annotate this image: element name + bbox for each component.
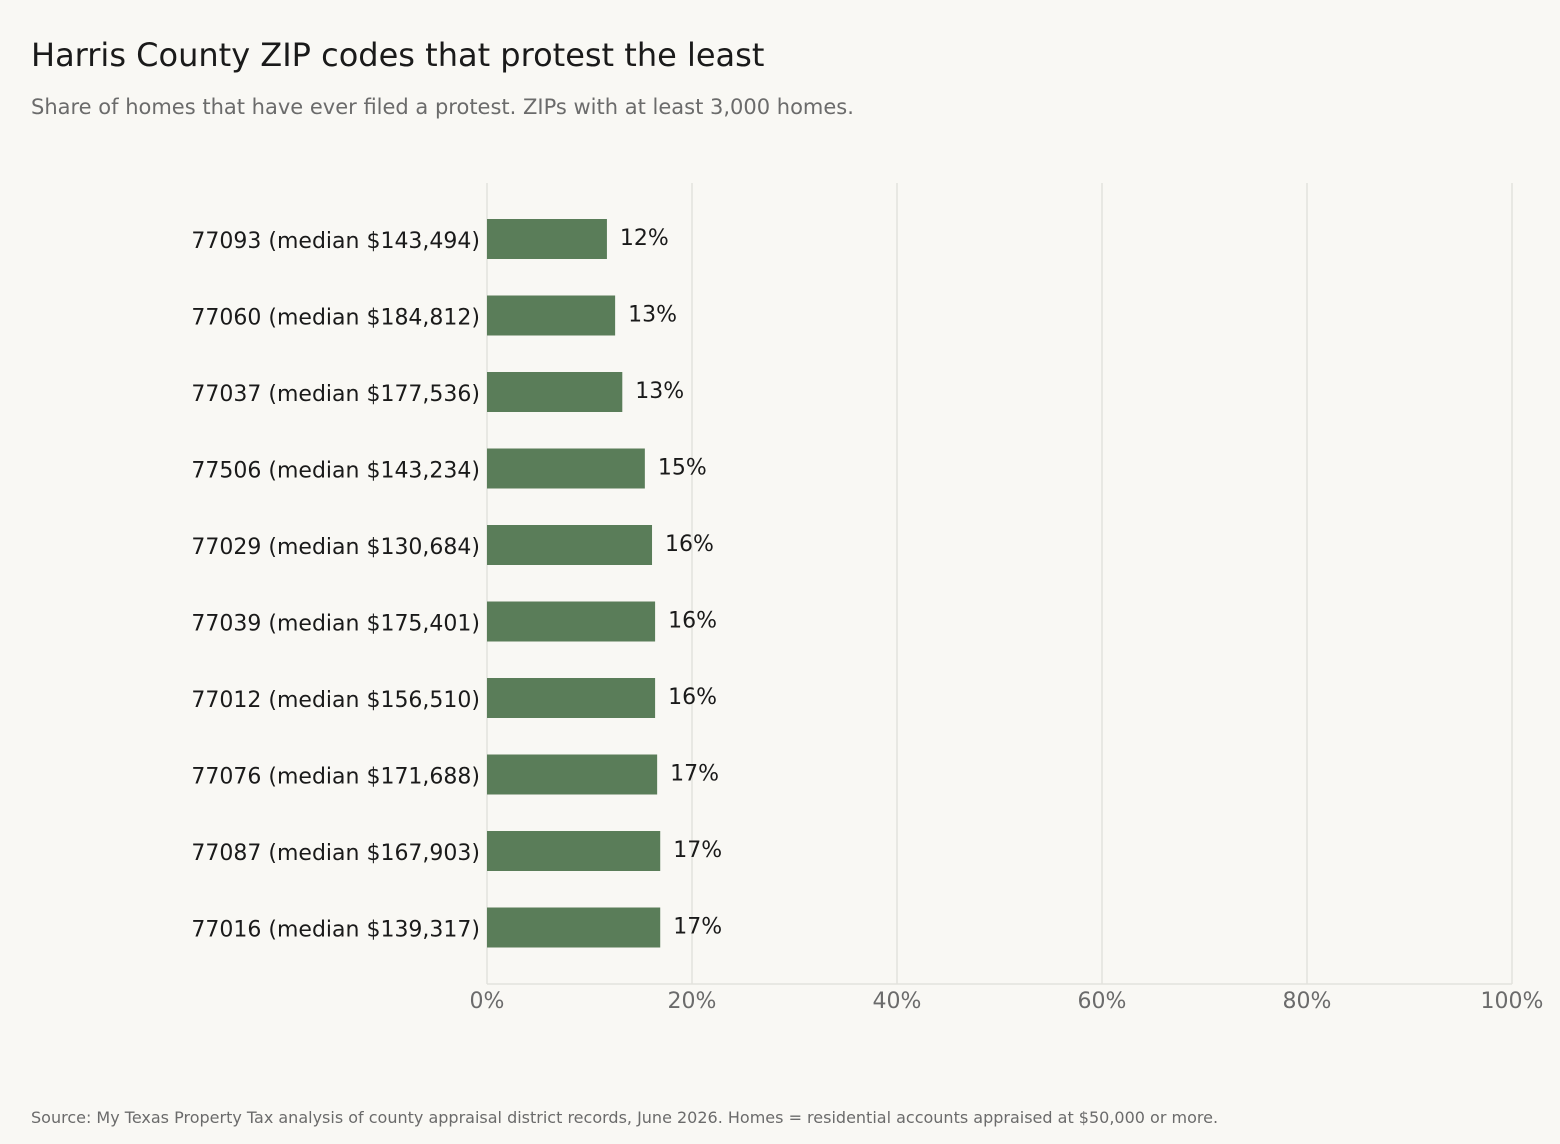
value-label: 12%	[620, 226, 669, 251]
category-label: 77087 (median $167,903)	[191, 841, 480, 866]
x-tick-label: 0%	[470, 989, 505, 1014]
value-label: 17%	[673, 838, 722, 863]
category-label: 77060 (median $184,812)	[191, 306, 480, 331]
chart-subtitle: Share of homes that have ever filed a pr…	[31, 95, 854, 119]
x-tick-label: 80%	[1283, 989, 1332, 1014]
bar	[487, 219, 607, 259]
bar	[487, 754, 658, 795]
x-tick-label: 60%	[1078, 989, 1127, 1014]
category-label: 77012 (median $156,510)	[191, 688, 480, 713]
value-label: 13%	[628, 303, 677, 328]
labels: 77093 (median $143,494) 12% 77060 (median …	[191, 226, 722, 943]
bar	[487, 831, 661, 871]
category-label: 77029 (median $130,684)	[191, 535, 480, 560]
category-label: 77039 (median $175,401)	[191, 612, 480, 637]
category-label: 77093 (median $143,494)	[191, 229, 480, 254]
bars	[487, 219, 661, 948]
category-label: 77016 (median $139,317)	[191, 918, 480, 943]
value-label: 16%	[668, 685, 717, 710]
category-label: 77506 (median $143,234)	[191, 459, 480, 484]
bar	[487, 678, 656, 718]
value-label: 13%	[635, 379, 684, 404]
bar	[487, 295, 616, 336]
value-label: 17%	[670, 762, 719, 787]
bar	[487, 525, 653, 565]
bar	[487, 601, 656, 642]
value-label: 17%	[673, 915, 722, 940]
bar	[487, 907, 661, 948]
x-axis: 0% 20% 40% 60% 80% 100%	[470, 983, 1544, 1014]
value-label: 15%	[658, 456, 707, 481]
bar	[487, 372, 623, 412]
chart-title: Harris County ZIP codes that protest the…	[31, 36, 764, 74]
value-label: 16%	[668, 609, 717, 634]
source-note: Source: My Texas Property Tax analysis o…	[31, 1108, 1218, 1127]
category-label: 77037 (median $177,536)	[191, 382, 480, 407]
x-tick-label: 40%	[873, 989, 922, 1014]
value-label: 16%	[665, 532, 714, 557]
bar	[487, 448, 645, 489]
category-label: 77076 (median $171,688)	[191, 765, 480, 790]
x-tick-label: 100%	[1481, 989, 1544, 1014]
x-tick-label: 20%	[668, 989, 717, 1014]
